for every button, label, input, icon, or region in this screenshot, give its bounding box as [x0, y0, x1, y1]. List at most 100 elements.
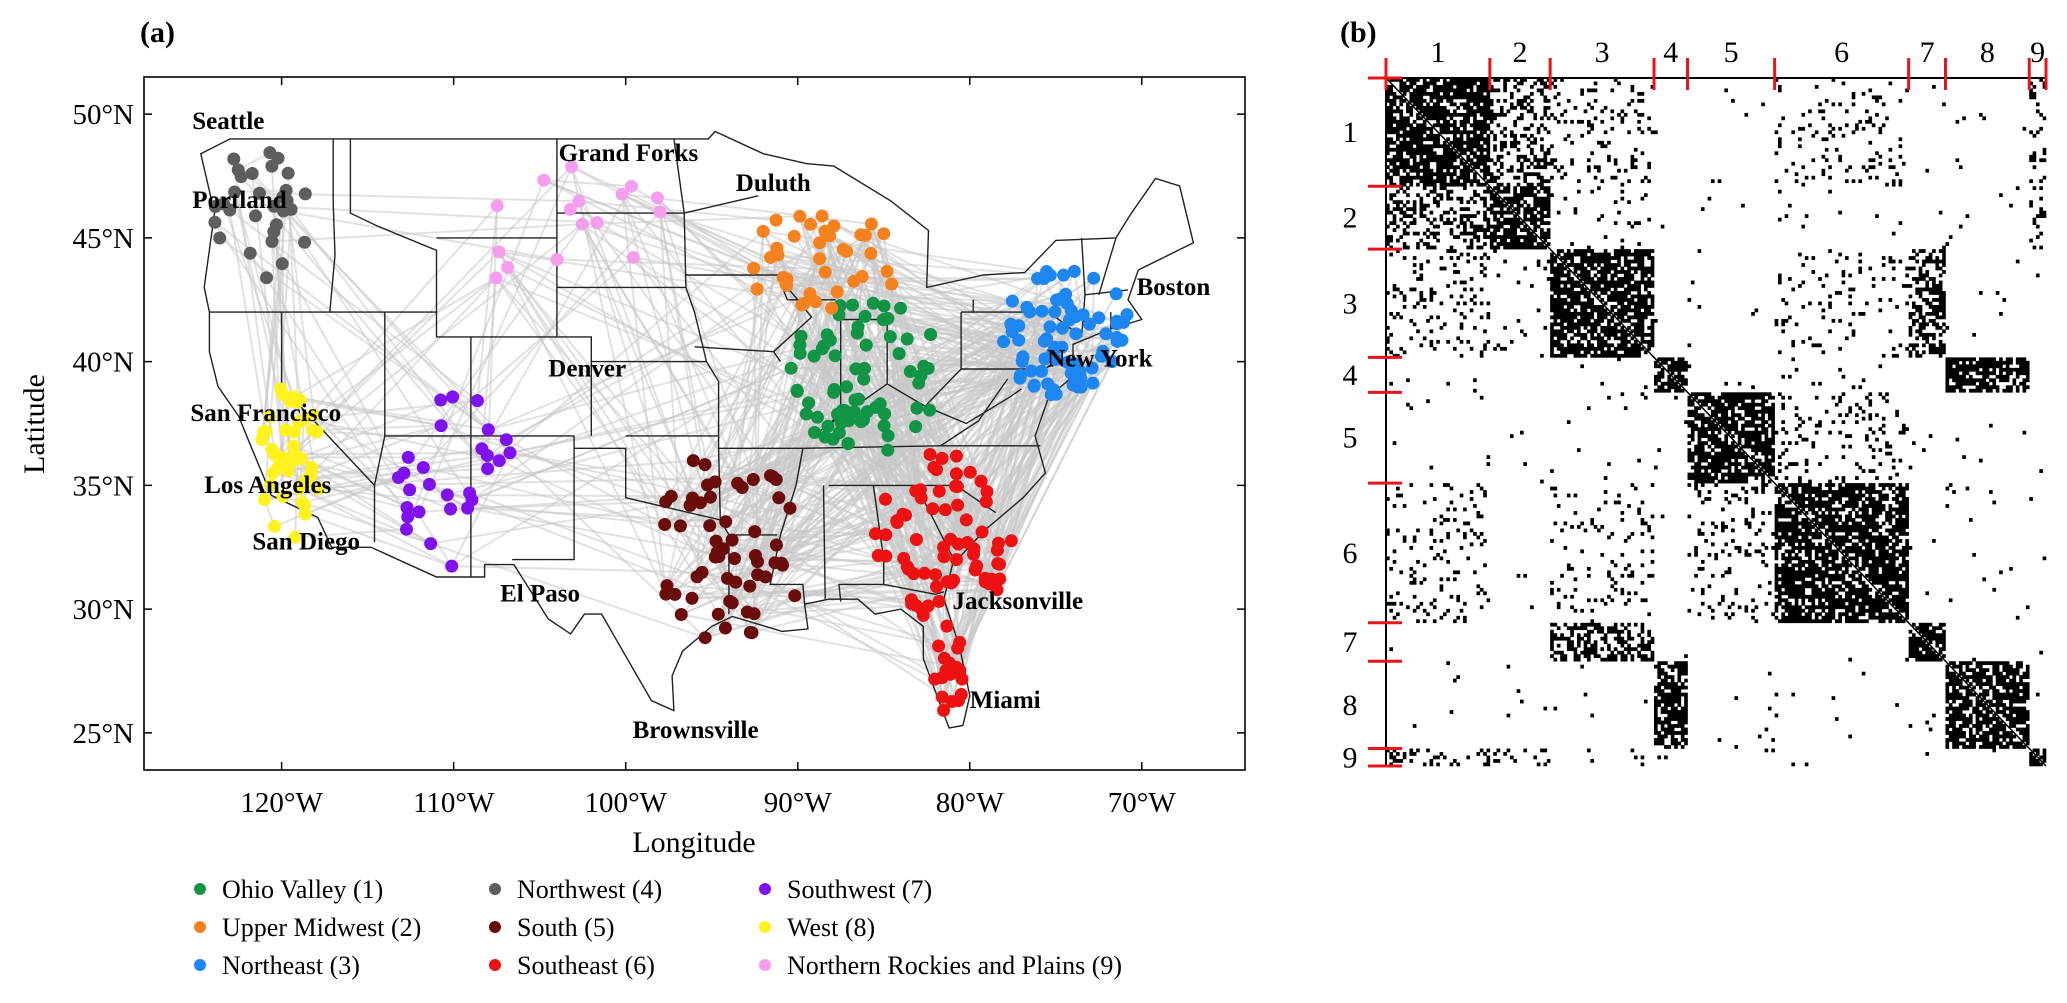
- matrix-cell: [1764, 434, 1769, 439]
- matrix-cell: [1449, 221, 1454, 225]
- matrix-cell: [1744, 395, 1749, 400]
- matrix-cell: [1563, 346, 1568, 351]
- station-dot-region-3: [1067, 264, 1081, 278]
- matrix-cell: [1543, 231, 1548, 236]
- matrix-cell: [1473, 161, 1477, 166]
- matrix-cell: [1533, 200, 1538, 205]
- matrix-cell: [1633, 329, 1638, 334]
- matrix-cell: [1563, 318, 1568, 323]
- station-dot-region-6: [975, 525, 989, 539]
- station-dot-region-1: [866, 296, 880, 310]
- matrix-cell: [1526, 102, 1531, 107]
- matrix-cell: [1449, 140, 1454, 145]
- matrix-cell: [1396, 189, 1400, 194]
- station-dot-region-8: [255, 433, 269, 447]
- matrix-cell: [1412, 98, 1417, 103]
- matrix-cell: [1858, 311, 1863, 316]
- matrix-cell: [1556, 280, 1561, 285]
- matrix-cell: [1922, 322, 1926, 327]
- matrix-cell: [1942, 305, 1946, 309]
- matrix-cell: [1543, 235, 1548, 239]
- matrix-cell: [1576, 339, 1581, 344]
- matrix-cell: [1700, 427, 1705, 432]
- matrix-cell: [1389, 179, 1393, 184]
- matrix-cell: [1566, 329, 1571, 334]
- matrix-cell: [1707, 455, 1712, 459]
- matrix-cell: [1938, 339, 1943, 344]
- matrix-cell: [1499, 203, 1504, 208]
- matrix-cell: [1466, 91, 1471, 96]
- matrix-cell: [1530, 84, 1534, 89]
- matrix-cell: [1587, 263, 1591, 267]
- matrix-cell: [1741, 444, 1745, 449]
- matrix-cell: [1751, 437, 1755, 442]
- matrix-cell: [1654, 381, 1658, 386]
- matrix-cell: [1516, 98, 1521, 103]
- city-label: Grand Forks: [559, 140, 699, 167]
- matrix-cell: [1563, 336, 1568, 341]
- matrix-cell: [1613, 158, 1618, 163]
- matrix-cell: [1851, 385, 1856, 390]
- matrix-cell: [1483, 231, 1487, 236]
- matrix-cell: [1402, 175, 1407, 180]
- matrix-cell: [1486, 235, 1491, 239]
- matrix-cell: [1429, 105, 1434, 110]
- matrix-cell: [1757, 395, 1762, 400]
- matrix-cell: [1925, 270, 1930, 274]
- matrix-cell: [1828, 294, 1832, 299]
- matrix-cell: [2025, 378, 2030, 383]
- matrix-cell: [1955, 357, 1960, 362]
- matrix-cell: [1396, 133, 1400, 138]
- matrix-cell: [1767, 416, 1772, 421]
- matrix-cell: [1570, 287, 1574, 292]
- matrix-cell: [1556, 291, 1561, 295]
- network-edge: [920, 497, 945, 548]
- matrix-cell: [1503, 81, 1507, 86]
- matrix-cell: [2029, 179, 2033, 184]
- matrix-cell: [2039, 231, 2043, 236]
- matrix-cell: [1556, 273, 1561, 278]
- matrix-cell: [1520, 228, 1524, 232]
- matrix-cell: [1597, 294, 1601, 299]
- y-axis-ticks: 25°N30°N35°N40°N45°N50°N: [72, 99, 1245, 750]
- matrix-cell: [1386, 291, 1390, 295]
- matrix-cell: [1613, 336, 1618, 341]
- matrix-cell: [1392, 294, 1397, 299]
- matrix-cell: [1670, 378, 1675, 383]
- matrix-cell: [1473, 112, 1477, 117]
- matrix-cell: [1442, 126, 1447, 131]
- matrix-cell: [1580, 266, 1584, 271]
- matrix-cell: [1476, 109, 1481, 114]
- matrix-cell: [1550, 287, 1554, 292]
- matrix-cell: [1530, 147, 1534, 152]
- matrix-cell: [1938, 284, 1943, 288]
- matrix-cell: [1587, 322, 1591, 327]
- station-dot-region-9: [653, 205, 667, 219]
- network-edge: [582, 215, 800, 226]
- matrix-cell: [1399, 158, 1404, 163]
- matrix-cell: [1754, 402, 1759, 407]
- matrix-cell: [1627, 249, 1631, 253]
- matrix-cell: [1466, 78, 1471, 82]
- matrix-cell: [1687, 395, 1692, 400]
- matrix-cell: [1660, 367, 1665, 372]
- matrix-cell: [1503, 238, 1507, 243]
- matrix-cell: [1520, 105, 1524, 110]
- matrix-cell: [1640, 318, 1645, 323]
- matrix-cell: [1751, 402, 1755, 407]
- matrix-cell: [1630, 346, 1635, 351]
- matrix-cell: [1516, 175, 1521, 180]
- matrix-cell: [1446, 98, 1450, 103]
- matrix-cell: [1426, 245, 1430, 250]
- matrix-cell: [1901, 284, 1906, 288]
- matrix-cell: [2019, 367, 2023, 372]
- station-dot-region-8: [265, 442, 279, 456]
- matrix-cell: [1958, 367, 1963, 372]
- matrix-cell: [1560, 325, 1564, 330]
- matrix-cell: [1523, 238, 1528, 243]
- matrix-cell: [1543, 84, 1548, 89]
- matrix-cell: [1831, 78, 1836, 82]
- matrix-cell: [1479, 182, 1484, 187]
- matrix-cell: [1962, 364, 1966, 369]
- matrix-cell: [1483, 112, 1487, 117]
